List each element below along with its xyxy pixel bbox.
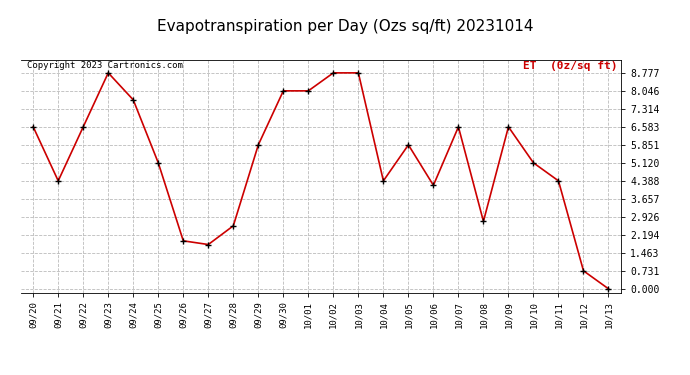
Text: ET  (0z/sq ft): ET (0z/sq ft) <box>524 61 618 71</box>
Text: Copyright 2023 Cartronics.com: Copyright 2023 Cartronics.com <box>27 61 183 70</box>
Text: Evapotranspiration per Day (Ozs sq/ft) 20231014: Evapotranspiration per Day (Ozs sq/ft) 2… <box>157 19 533 34</box>
